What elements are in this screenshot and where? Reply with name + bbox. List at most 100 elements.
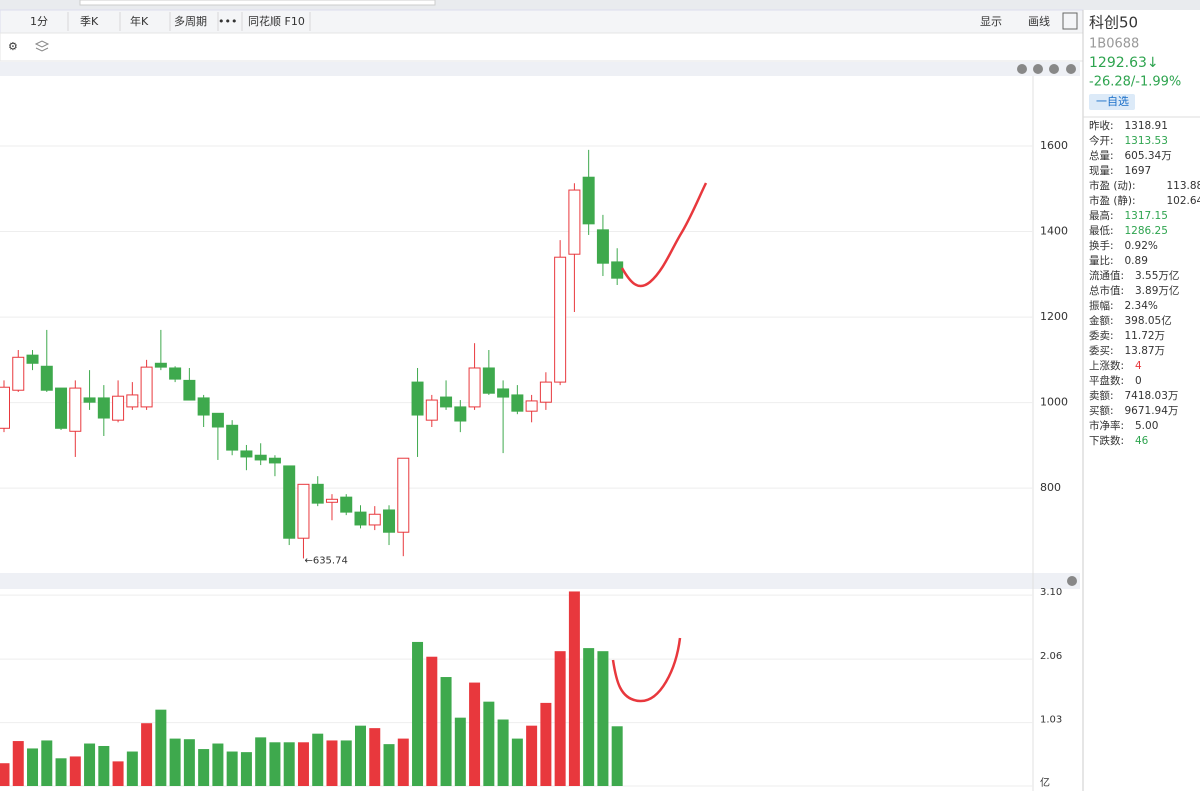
candle-body	[255, 455, 266, 460]
y-tick-label: 800	[1040, 481, 1061, 494]
settings-icon[interactable]: ⚙	[8, 40, 18, 53]
volume-bar	[583, 648, 594, 786]
candle-body	[269, 458, 280, 463]
volume-bar	[612, 726, 623, 786]
stat-label: 金额:	[1089, 314, 1114, 327]
candle-body	[212, 413, 223, 427]
index-change: -26.28/-1.99%	[1089, 75, 1181, 90]
y-tick-label: 1600	[1040, 139, 1068, 152]
toolbar-tab[interactable]: •••	[218, 15, 237, 28]
stat-value: 398.05亿	[1125, 314, 1172, 327]
candle-body	[41, 366, 52, 390]
candle-body	[355, 512, 366, 525]
stat-label: 平盘数:	[1089, 374, 1124, 387]
stat-value: 0.92%	[1125, 240, 1158, 252]
stat-label: 市盈 (动):	[1089, 179, 1136, 192]
volume-bar	[569, 591, 580, 786]
toolbar-tab[interactable]: 多周期	[174, 14, 207, 28]
watch-button-label[interactable]: 一自选	[1096, 95, 1129, 108]
stat-value: 102.64	[1167, 195, 1200, 207]
index-name: 科创50	[1089, 14, 1138, 32]
volume-bar	[227, 752, 238, 786]
candle-body	[127, 395, 138, 407]
stat-value: 605.34万	[1125, 150, 1172, 162]
candle-body	[412, 382, 423, 415]
volume-bar	[184, 739, 195, 786]
stat-label: 最低:	[1089, 224, 1114, 237]
volume-bar	[441, 677, 452, 786]
stat-value: 13.87万	[1125, 345, 1166, 357]
candle-body	[27, 355, 38, 363]
stat-value: 3.55万亿	[1135, 269, 1179, 282]
stat-label: 总市值:	[1089, 284, 1124, 297]
volume-bar	[498, 720, 509, 786]
volume-bar	[13, 741, 24, 786]
stat-value: 11.72万	[1125, 330, 1166, 342]
volume-bar	[269, 742, 280, 786]
volume-bar	[369, 728, 380, 786]
toolbar-tab[interactable]: 年K	[130, 14, 149, 28]
y-tick-label: 1400	[1040, 225, 1068, 238]
volume-bar	[56, 758, 67, 786]
candle-body	[312, 484, 323, 503]
toolbar-tab[interactable]: 1分	[30, 15, 48, 28]
volume-bar	[526, 726, 537, 786]
candle-body	[227, 425, 238, 450]
candle-body	[426, 400, 437, 420]
candle-body	[184, 380, 195, 400]
stat-value: 5.00	[1135, 420, 1158, 432]
toolbar-tab[interactable]: 同花顺 F10	[248, 15, 305, 28]
stat-value: 4	[1135, 360, 1142, 372]
stat-label: 换手:	[1089, 239, 1114, 252]
candle-body	[612, 262, 623, 278]
volume-bar	[70, 756, 81, 786]
volume-settings[interactable]	[1067, 576, 1077, 586]
toolbar-button[interactable]: 画线	[1028, 14, 1050, 28]
candle-body	[70, 388, 81, 431]
stat-value: 0.89	[1125, 255, 1148, 267]
volume-bar	[127, 752, 138, 786]
index-price: 1292.63↓	[1089, 55, 1159, 71]
stat-label: 市盈 (静):	[1089, 194, 1136, 207]
volume-bar	[170, 739, 181, 786]
volume-bar	[241, 752, 252, 786]
stat-value: 0	[1135, 375, 1142, 387]
stat-value: 9671.94万	[1125, 405, 1179, 417]
volume-bar	[398, 739, 409, 786]
stat-value: 1286.25	[1125, 225, 1168, 237]
volume-bar	[312, 734, 323, 786]
search-box[interactable]	[80, 0, 435, 5]
candle-body	[555, 257, 566, 382]
hand-drawn-curve	[613, 638, 680, 701]
volume-bar	[98, 746, 109, 786]
volume-bar	[426, 657, 437, 786]
stat-value: 1317.15	[1125, 210, 1168, 222]
stat-label: 委卖:	[1089, 329, 1114, 342]
toolbar-tab[interactable]: 季K	[80, 15, 99, 28]
volume-bar	[27, 748, 38, 786]
volume-bar	[341, 740, 352, 786]
candle-body	[98, 398, 109, 418]
volume-bar	[113, 761, 124, 786]
volume-bar	[512, 739, 523, 786]
toolbar	[0, 10, 1083, 33]
volume-bar	[412, 642, 423, 786]
candle-body	[141, 367, 152, 407]
y-tick-label: 1000	[1040, 396, 1068, 409]
candle-body	[441, 397, 452, 407]
candle-body	[326, 499, 337, 502]
candle-body	[56, 388, 67, 428]
candle-body	[241, 451, 252, 457]
volume-bar	[540, 703, 551, 786]
low-annotation: ←635.74	[304, 555, 347, 566]
stat-label: 现量:	[1089, 165, 1114, 177]
stat-label: 委买:	[1089, 344, 1114, 357]
toolbar-button[interactable]: 显示	[980, 15, 1002, 28]
stat-value: 113.88	[1167, 180, 1200, 192]
volume-bar	[555, 651, 566, 786]
candle-body	[155, 363, 166, 367]
volume-bar	[455, 718, 466, 786]
stat-label: 昨收:	[1089, 119, 1114, 132]
stat-label: 振幅:	[1089, 299, 1114, 312]
volume-bar	[141, 723, 152, 786]
